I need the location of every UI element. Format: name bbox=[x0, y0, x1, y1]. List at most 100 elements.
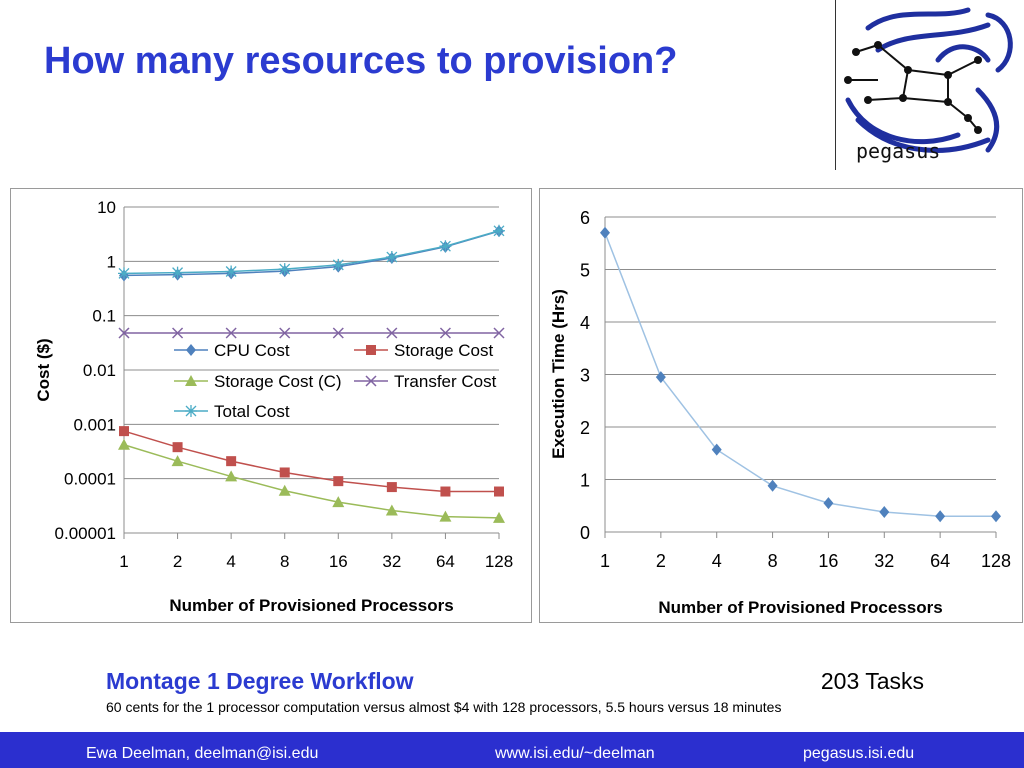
x-tick-label: 64 bbox=[436, 552, 455, 571]
data-point bbox=[118, 327, 130, 339]
footer-url-deelman[interactable]: www.isi.edu/~deelman bbox=[495, 745, 655, 762]
data-point bbox=[439, 510, 452, 522]
legend-marker bbox=[186, 344, 196, 356]
data-point bbox=[332, 258, 345, 271]
data-point bbox=[332, 327, 344, 339]
y-tick-label: 5 bbox=[580, 261, 590, 281]
footer-bar: Ewa Deelman, deelman@isi.edu www.isi.edu… bbox=[0, 732, 1024, 768]
data-point bbox=[333, 476, 344, 487]
y-tick-label: 3 bbox=[580, 366, 590, 386]
data-point bbox=[711, 443, 722, 456]
x-axis-title: Number of Provisioned Processors bbox=[169, 596, 453, 615]
legend-label: Total Cost bbox=[214, 402, 290, 421]
legend-marker bbox=[365, 375, 377, 387]
summary-note: 60 cents for the 1 processor computation… bbox=[106, 699, 782, 715]
x-tick-label: 2 bbox=[173, 552, 182, 571]
series-line-storage-cost bbox=[123, 430, 499, 493]
y-axis-title: Cost ($) bbox=[34, 338, 53, 401]
x-tick-label: 8 bbox=[280, 552, 289, 571]
data-point bbox=[278, 484, 291, 496]
data-point bbox=[385, 504, 398, 516]
data-point bbox=[439, 327, 451, 339]
pegasus-logo: pegasus bbox=[844, 7, 1013, 163]
legend-label: Storage Cost (C) bbox=[214, 372, 342, 391]
data-point bbox=[225, 470, 238, 482]
y-tick-label: 0.001 bbox=[73, 415, 116, 434]
x-tick-label: 32 bbox=[382, 552, 401, 571]
data-point bbox=[440, 486, 451, 497]
data-point bbox=[279, 327, 291, 339]
x-tick-label: 128 bbox=[981, 551, 1011, 571]
x-tick-label: 2 bbox=[656, 551, 666, 571]
legend-label: Storage Cost bbox=[394, 341, 493, 360]
data-point bbox=[493, 511, 505, 523]
data-point bbox=[118, 267, 130, 280]
title-divider bbox=[835, 0, 836, 170]
legend-marker bbox=[366, 345, 376, 355]
data-point bbox=[279, 467, 290, 478]
cost-chart-panel: 10 1 0.1 0.01 0.001 0.0001 0.00001 1 2 4 8 16 32 64 12… bbox=[10, 188, 532, 623]
x-tick-label: 4 bbox=[712, 551, 722, 571]
data-point bbox=[386, 482, 397, 493]
x-tick-label: 8 bbox=[768, 551, 778, 571]
x-tick-label: 16 bbox=[818, 551, 838, 571]
footer-author: Ewa Deelman, deelman@isi.edu bbox=[86, 745, 319, 762]
data-point bbox=[991, 510, 1001, 523]
data-point bbox=[823, 497, 834, 510]
series-line-execution-time bbox=[604, 232, 996, 517]
x-tick-label: 1 bbox=[119, 552, 128, 571]
time-chart-panel: 0 1 2 3 4 5 6 1 2 4 8 16 32 64 128 Number of Provisione… bbox=[539, 188, 1023, 623]
data-point bbox=[225, 327, 237, 339]
data-point bbox=[172, 327, 184, 339]
y-tick-label: 1 bbox=[107, 252, 116, 271]
slide-title: How many resources to provision? bbox=[44, 40, 678, 82]
data-point bbox=[118, 438, 130, 450]
y-tick-label: 0 bbox=[580, 523, 590, 543]
x-tick-label: 64 bbox=[930, 551, 950, 571]
data-point bbox=[386, 327, 398, 339]
data-point bbox=[767, 479, 778, 492]
series-line-total-cost bbox=[123, 230, 500, 275]
data-point bbox=[935, 510, 946, 523]
data-point bbox=[655, 371, 666, 384]
y-tick-label: 0.01 bbox=[83, 361, 116, 380]
task-count: 203 Tasks bbox=[820, 668, 924, 694]
data-point bbox=[493, 327, 505, 339]
y-tick-label: 4 bbox=[580, 313, 590, 333]
data-point bbox=[332, 496, 345, 508]
data-point bbox=[278, 263, 291, 276]
workflow-heading: Montage 1 Degree Workflow bbox=[106, 668, 414, 694]
legend-marker bbox=[185, 405, 197, 417]
data-point bbox=[879, 506, 890, 519]
x-tick-label: 128 bbox=[485, 552, 513, 571]
y-tick-label: 6 bbox=[580, 208, 590, 228]
data-point bbox=[119, 426, 129, 437]
footer-url-pegasus[interactable]: pegasus.isi.edu bbox=[803, 745, 915, 762]
x-axis-title: Number of Provisioned Processors bbox=[658, 598, 942, 617]
data-point bbox=[494, 486, 504, 497]
data-point bbox=[385, 251, 398, 264]
legend-label: Transfer Cost bbox=[394, 372, 497, 391]
x-tick-label: 32 bbox=[874, 551, 894, 571]
data-point bbox=[439, 240, 452, 253]
series-line-cpu-cost bbox=[123, 230, 500, 277]
x-tick-label: 4 bbox=[226, 552, 235, 571]
legend-label: CPU Cost bbox=[214, 341, 290, 360]
data-point bbox=[172, 442, 183, 453]
y-tick-label: 0.00001 bbox=[55, 524, 116, 543]
y-tick-label: 2 bbox=[580, 418, 590, 438]
y-axis-title: Execution Time (Hrs) bbox=[549, 289, 568, 459]
y-tick-label: 10 bbox=[97, 198, 116, 217]
x-tick-label: 16 bbox=[329, 552, 348, 571]
x-tick-label: 1 bbox=[600, 551, 610, 571]
y-tick-label: 0.0001 bbox=[64, 470, 116, 489]
data-point bbox=[226, 456, 237, 467]
data-point bbox=[171, 266, 184, 279]
data-point bbox=[493, 224, 505, 237]
data-point bbox=[171, 455, 184, 467]
data-point bbox=[600, 226, 610, 239]
series-line-storage-cost-c- bbox=[123, 444, 500, 519]
logo-text: pegasus bbox=[856, 139, 940, 163]
y-tick-label: 1 bbox=[580, 471, 590, 491]
